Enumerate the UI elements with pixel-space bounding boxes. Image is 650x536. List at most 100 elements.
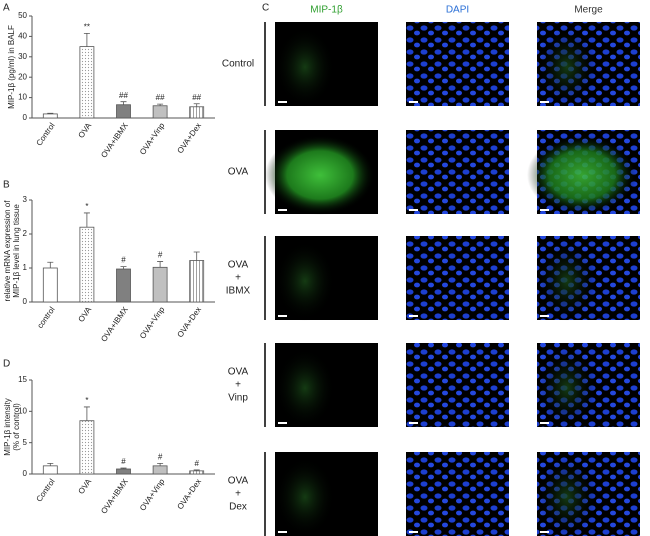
column-header: Merge [574, 5, 603, 16]
micrograph [406, 236, 509, 320]
x-tick-label: OVA+IBMX [99, 121, 130, 160]
bar [189, 470, 205, 475]
error-bar [83, 212, 90, 228]
row-label: Dex [229, 502, 247, 513]
micrograph [537, 22, 640, 107]
micrograph [406, 22, 509, 106]
green-signal [275, 27, 335, 107]
error-bar [157, 462, 164, 466]
x-tick-label: OVA [77, 121, 94, 140]
error-bar [83, 406, 90, 421]
image-bg [406, 343, 509, 427]
error-bar [193, 469, 200, 471]
significance-label: ## [192, 93, 201, 102]
significance-label: * [85, 202, 88, 211]
x-tick-label: OVA [77, 305, 94, 324]
x-tick-label: Control [34, 477, 56, 503]
y-tick-label: 0 [23, 469, 28, 478]
bar [189, 260, 205, 303]
significance-label: * [85, 396, 88, 405]
x-tick-label: OVA+Dex [176, 121, 204, 155]
y-tick-label: 15 [18, 375, 27, 384]
green-signal [537, 241, 597, 321]
row-label: OVA [228, 367, 249, 378]
green-signal [275, 348, 335, 428]
scale-bar [278, 422, 287, 424]
scale-bar [409, 315, 418, 317]
bar [152, 465, 168, 475]
significance-label: ## [119, 91, 128, 100]
y-tick-label: 50 [18, 11, 27, 20]
scale-bar [278, 531, 287, 533]
error-bar [83, 32, 90, 47]
y-tick-label: 40 [18, 32, 27, 41]
x-tick-label: OVA+Vinp [138, 477, 167, 513]
scale-bar [409, 209, 418, 211]
y-tick-label: 1 [23, 263, 28, 272]
error-bar [193, 251, 200, 261]
green-signal [537, 348, 597, 428]
y-axis-label: MIP-1β level in lung tissue [12, 204, 21, 298]
micrograph [265, 130, 378, 215]
error-bar [157, 261, 164, 268]
significance-label: # [121, 256, 126, 265]
x-tick-label: OVA+Vinp [138, 121, 167, 157]
scale-bar [278, 101, 287, 103]
significance-label: # [121, 457, 126, 466]
error-bar [120, 467, 127, 469]
micrograph [275, 22, 378, 107]
micrograph [406, 452, 509, 536]
bar [116, 104, 131, 119]
bar [79, 420, 95, 475]
y-tick-label: 2 [23, 229, 28, 238]
y-tick-label: 30 [18, 52, 27, 61]
x-tick-label: OVA+IBMX [99, 305, 130, 344]
bar [79, 46, 95, 119]
micrograph [406, 130, 509, 214]
x-tick-label: OVA+IBMX [99, 477, 130, 516]
x-tick-label: Control [34, 121, 56, 147]
micrograph [275, 452, 378, 536]
error-bar [157, 103, 164, 106]
image-bg [406, 22, 509, 106]
micrograph [527, 130, 640, 215]
y-axis-label: relative mRNA expression of [3, 200, 12, 302]
column-header: MIP-1β [310, 5, 343, 16]
micrograph [275, 236, 378, 321]
bar [189, 106, 205, 119]
panel-label: B [3, 180, 10, 191]
image-bg [406, 452, 509, 536]
scale-bar [409, 101, 418, 103]
x-tick-label: OVA+Dex [176, 477, 204, 511]
green-signal [265, 135, 375, 215]
green-signal [537, 457, 597, 536]
scale-bar [540, 101, 549, 103]
green-signal [275, 241, 335, 321]
row-label: Vinp [228, 393, 248, 404]
bar [42, 267, 58, 303]
y-axis-label: MIP-1β (pg/ml) in BALF [7, 25, 16, 109]
green-signal [527, 135, 637, 215]
row-label: OVA [228, 476, 249, 487]
scale-bar [540, 531, 549, 533]
error-bar [193, 103, 200, 107]
micrograph [275, 343, 378, 428]
significance-label: ** [84, 22, 90, 31]
y-tick-label: 3 [23, 195, 28, 204]
scale-bar [278, 209, 287, 211]
bar [116, 468, 131, 475]
image-bg [406, 130, 509, 214]
scale-bar [278, 315, 287, 317]
panel-label: A [3, 3, 10, 14]
green-signal [275, 457, 335, 536]
x-tick-label: OVA [77, 477, 94, 496]
scale-bar [540, 422, 549, 424]
green-signal [537, 27, 597, 107]
micrograph [537, 343, 640, 428]
y-tick-label: 0 [23, 297, 28, 306]
row-label: Control [222, 59, 254, 70]
significance-label: # [158, 452, 163, 461]
error-bar [47, 112, 54, 114]
error-bar [47, 261, 54, 268]
